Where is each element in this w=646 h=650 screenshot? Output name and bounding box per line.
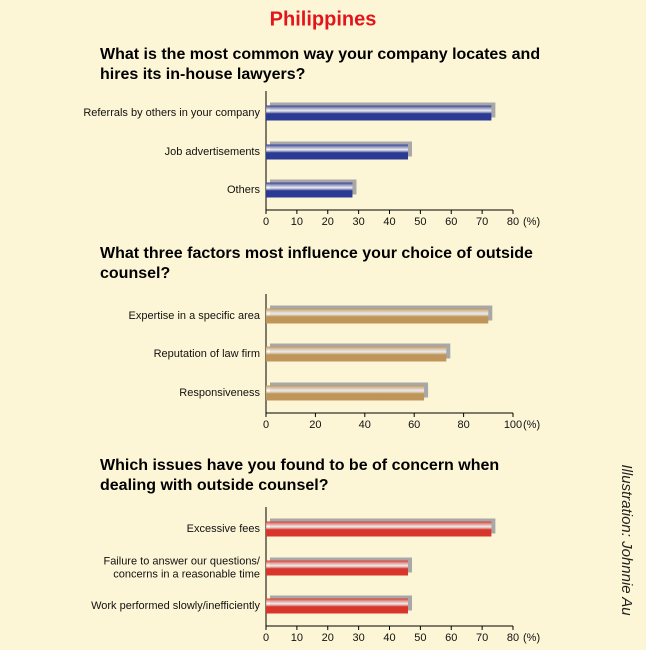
x-tick-label: 30 (353, 216, 365, 228)
bar (266, 521, 492, 537)
x-tick-label: 20 (322, 216, 334, 228)
x-tick-label: 80 (507, 632, 519, 644)
credit: Illustration: Johnnie Au (618, 464, 635, 616)
x-tick-label: 100 (504, 419, 522, 431)
x-tick-label: 60 (408, 419, 420, 431)
chart-question: What is the most common way your company… (100, 46, 541, 83)
x-tick-label: 80 (507, 216, 519, 228)
bar (266, 105, 492, 121)
category-label: Job advertisements (165, 146, 261, 158)
category-label: Work performed slowly/inefficiently (91, 600, 260, 612)
x-tick-label: 40 (359, 419, 371, 431)
category-label: Failure to answer our questions/concerns… (103, 555, 260, 580)
x-tick-label: 50 (414, 632, 426, 644)
x-axis-label: (%) (523, 632, 540, 644)
bar (266, 308, 489, 324)
x-tick-label: 20 (309, 419, 321, 431)
chart-question: Which issues have you found to be of con… (100, 457, 500, 494)
x-axis-label: (%) (523, 216, 540, 228)
x-tick-label: 40 (383, 632, 395, 644)
bar (266, 346, 447, 362)
x-tick-label: 70 (476, 632, 488, 644)
category-label: Referrals by others in your company (83, 107, 260, 119)
bar (266, 182, 353, 198)
x-tick-label: 0 (263, 632, 269, 644)
category-label: Responsiveness (179, 387, 260, 399)
x-tick-label: 60 (445, 632, 457, 644)
x-tick-label: 30 (353, 632, 365, 644)
bar (266, 144, 409, 160)
x-axis-label: (%) (523, 419, 540, 431)
category-label: Others (227, 184, 261, 196)
category-label: Excessive fees (187, 523, 261, 535)
x-tick-label: 0 (263, 216, 269, 228)
chart-question: What three factors most influence your c… (100, 245, 533, 282)
x-tick-label: 70 (476, 216, 488, 228)
bar (266, 560, 409, 576)
x-tick-label: 50 (414, 216, 426, 228)
bar (266, 385, 425, 401)
category-label: Reputation of law firm (154, 348, 260, 360)
category-label: Expertise in a specific area (129, 310, 261, 322)
x-tick-label: 10 (291, 632, 303, 644)
page-title: Philippines (270, 8, 377, 30)
x-tick-label: 0 (263, 419, 269, 431)
bar (266, 598, 409, 614)
x-tick-label: 40 (383, 216, 395, 228)
x-tick-label: 60 (445, 216, 457, 228)
x-tick-label: 80 (457, 419, 469, 431)
x-tick-label: 10 (291, 216, 303, 228)
x-tick-label: 20 (322, 632, 334, 644)
